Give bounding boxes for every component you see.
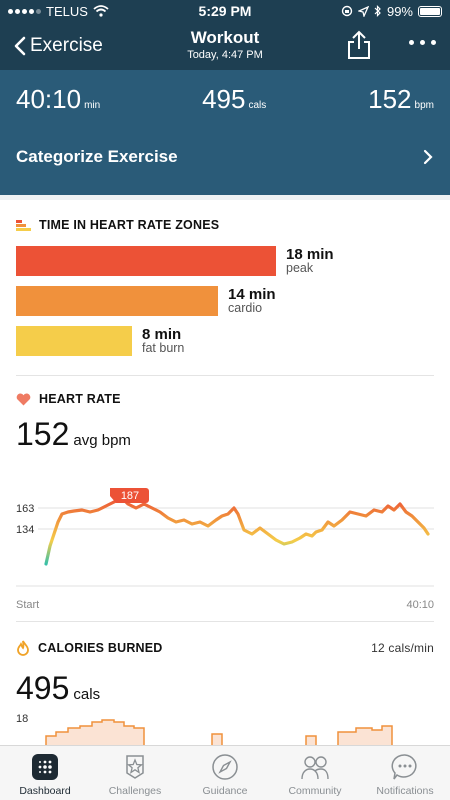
tab-dashboard[interactable]: Dashboard: [0, 746, 90, 800]
calories-title: CALORIES BURNED: [38, 641, 163, 655]
tab-label: Challenges: [108, 785, 162, 797]
zone-row: 18 min peak: [16, 246, 434, 276]
zone-bar: [16, 246, 276, 276]
zones-icon: [16, 219, 31, 231]
rotation-lock-icon: [341, 5, 353, 17]
chevron-left-icon: [14, 36, 26, 56]
calories-chart[interactable]: 18: [16, 710, 434, 750]
tab-label: Guidance: [202, 785, 248, 797]
total-calories-value: 495: [16, 670, 70, 706]
heart-rate-line: [44, 496, 430, 566]
wifi-icon: [93, 5, 109, 17]
zone-row: 8 min fat burn: [16, 326, 434, 356]
tab-label: Dashboard: [19, 785, 71, 797]
zone-minutes: 18 min: [286, 245, 334, 263]
y-tick-134: 134: [16, 524, 34, 536]
bluetooth-icon: [374, 5, 381, 17]
flame-icon: [17, 640, 29, 656]
x-start-label: Start: [16, 599, 39, 611]
peak-label: 187: [121, 490, 139, 502]
zone-name: peak: [286, 261, 314, 276]
avg-heart-rate-unit: avg bpm: [73, 432, 131, 449]
zone-bar: [16, 326, 132, 356]
calories-stat: 495 cals: [202, 84, 266, 115]
dashboard-icon: [32, 754, 58, 780]
share-icon[interactable]: [346, 30, 372, 60]
tab-challenges[interactable]: Challenges: [90, 746, 180, 800]
tab-label: Notifications: [376, 785, 434, 797]
zone-label: 8 min fat burn: [142, 325, 185, 356]
app-header: TELUS 5:29 PM 99% Exercise Workout Today…: [0, 0, 450, 70]
zone-name: fat burn: [142, 341, 185, 356]
tab-notifications[interactable]: Notifications: [360, 746, 450, 800]
signal-icon: [8, 8, 41, 14]
peak-marker[interactable]: 187: [110, 488, 149, 503]
battery-percent: 99%: [386, 3, 413, 19]
compass-icon: [212, 754, 238, 780]
chat-icon: [391, 754, 417, 780]
y-tick-163: 163: [16, 503, 34, 515]
calories-value: 495: [202, 84, 246, 114]
tab-guidance[interactable]: Guidance: [180, 746, 270, 800]
heart-rate-section: HEART RATE 152 avg bpm 163 134 187 Start …: [0, 376, 450, 621]
section-gap: [0, 195, 450, 200]
battery-icon: [418, 5, 442, 17]
heart-rate-stat: 152 bpm: [368, 84, 434, 115]
heart-rate-unit: bpm: [414, 100, 434, 111]
people-icon: [301, 756, 329, 780]
chevron-right-icon: [423, 149, 433, 165]
categorize-label: Categorize Exercise: [16, 147, 178, 166]
zones-title: TIME IN HEART RATE ZONES: [39, 218, 220, 232]
calories-rate: 12 cals/min: [371, 641, 434, 655]
x-end-label: 40:10: [406, 599, 434, 611]
calories-y-tick: 18: [16, 713, 28, 725]
heart-rate-header: HEART RATE: [16, 392, 434, 406]
duration-value: 40:10: [16, 84, 82, 114]
calories-header: CALORIES BURNED 12 cals/min: [16, 640, 434, 656]
calories-unit: cals: [248, 100, 267, 111]
star-icon: [126, 755, 144, 779]
zone-name: cardio: [228, 301, 263, 316]
zone-label: 18 min peak: [286, 245, 334, 276]
back-label: Exercise: [30, 35, 103, 56]
total-calories: 495 cals: [16, 670, 434, 707]
heart-rate-zones-section: TIME IN HEART RATE ZONES 18 min peak 14 mi…: [0, 200, 450, 375]
zones-header: TIME IN HEART RATE ZONES: [16, 218, 434, 232]
categorize-exercise-row[interactable]: Categorize Exercise: [0, 130, 450, 184]
more-options-button[interactable]: [409, 40, 436, 45]
duration-unit: min: [84, 100, 101, 111]
tab-label: Community: [288, 785, 342, 797]
heart-rate-title: HEART RATE: [39, 392, 121, 406]
zone-label: 14 min cardio: [228, 285, 276, 316]
divider: [16, 375, 434, 376]
avg-heart-rate: 152 avg bpm: [16, 416, 434, 453]
divider: [16, 621, 434, 622]
total-calories-unit: cals: [73, 686, 101, 703]
workout-summary: 40:10 min 495 cals 152 bpm Categorize Exerc…: [0, 70, 450, 195]
heart-rate-chart[interactable]: 163 134 187 Start 40:10: [16, 464, 434, 614]
duration-stat: 40:10 min: [16, 84, 100, 115]
zone-minutes: 8 min: [142, 325, 182, 343]
zone-bar: [16, 286, 218, 316]
calories-area: [45, 719, 393, 750]
tab-community[interactable]: Community: [270, 746, 360, 800]
zone-minutes: 14 min: [228, 285, 276, 303]
heart-icon: [16, 393, 31, 405]
calories-section: CALORIES BURNED 12 cals/min 495 cals 18: [0, 622, 450, 750]
status-bar: TELUS 5:29 PM 99%: [0, 0, 450, 22]
back-button[interactable]: Exercise: [0, 35, 103, 57]
avg-heart-rate-value: 152: [16, 416, 70, 452]
zone-row: 14 min cardio: [16, 286, 434, 316]
tab-bar: Dashboard Challenges Guidance Community …: [0, 745, 450, 800]
heart-rate-value: 152: [368, 84, 412, 114]
nav-bar: Exercise Workout Today, 4:47 PM: [0, 22, 450, 70]
location-icon: [357, 5, 369, 17]
carrier-name: TELUS: [46, 3, 88, 19]
